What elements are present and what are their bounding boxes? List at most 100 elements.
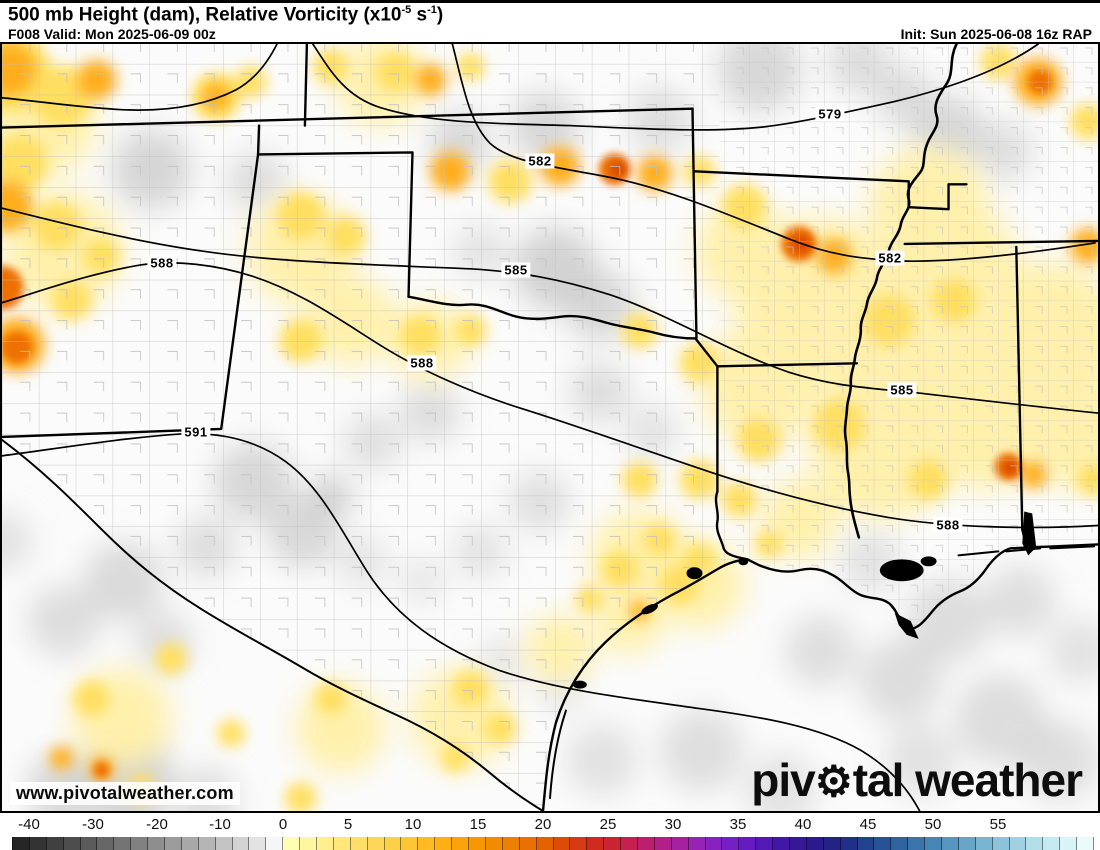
contour-value-label: 585 [887,382,917,398]
colorbar-tick-label: 10 [404,816,422,833]
colorbar-cell [46,837,64,850]
colorbar-cell [367,837,385,850]
colorbar-cell [958,837,976,850]
contour-value-label: 582 [875,250,905,266]
colorbar-cell [621,837,638,850]
colorbar-cell [840,837,858,850]
colorbar-cell [452,837,470,850]
colorbar-cell [722,837,740,850]
red-river [407,295,697,340]
mobile-bay [1022,511,1037,556]
map-header: 500 mb Height (dam), Relative Vorticity … [0,3,1100,42]
barrier-islands [549,545,1096,800]
colorbar-cell [604,837,622,850]
colorbar-cell [756,837,774,850]
colorbar-cell [300,837,318,850]
colorbar-cell [739,837,757,850]
map-svg [2,44,1098,811]
colorbar-cell [671,837,689,850]
border-tx-panhandle [256,151,414,298]
colorbar-cell [148,837,166,850]
colorbar-cell [232,837,250,850]
colorbar-cell [553,837,571,850]
sabine-river [714,490,749,561]
lake-pontchartrain [879,559,924,582]
colorbar: -40 -30 -20 -10 0 5 10 15 20 25 30 35 40 45 50 55 [0,813,1100,850]
colorbar-tick-label: 0 [278,816,288,833]
colorbar-tick-label: -20 [146,816,168,833]
valid-time-label: F008 Valid: Mon 2025-06-09 00z [8,26,216,42]
border-tennessee-mississippi [903,239,1098,246]
gear-icon: ⚙ [814,758,853,805]
colorbar-tick-label: 45 [859,816,877,833]
watermark-url: www.pivotalweather.com [10,782,240,805]
border-ok-panhandle-west [256,124,261,156]
colorbar-cell [925,837,942,850]
contour-value-label: 585 [501,262,531,278]
colorbar-tick-label: 15 [469,816,487,833]
colorbar-cell [519,837,537,850]
colorbar-cell [975,837,993,850]
colorbar-cell [992,837,1010,850]
coastline [541,543,1098,811]
colorbar-cell [688,837,706,850]
colorbar-cell [773,837,790,850]
colorbar-cell [654,837,672,850]
contour-585 [2,207,1098,414]
colorbar-cell [350,837,368,850]
map-canvas[interactable]: 588 591 582 585 588 579 582 585 588 www.pivotalw… [0,42,1100,813]
colorbar-cell [536,837,554,850]
contour-upper-left [2,44,278,111]
colorbar-tick-label: 30 [664,816,682,833]
galveston-bay [686,567,703,580]
colorbar-cell [29,837,47,850]
contour-value-label: 588 [933,517,963,533]
contour-value-label: 591 [181,424,211,440]
colorbar-cell [317,837,334,850]
mississippi-river [843,44,958,539]
sabine-lake [738,557,749,566]
colorbar-cell [384,837,402,850]
colorbar-cell [587,837,605,850]
colorbar-tick-label: 25 [599,816,617,833]
colorbar-tick-label: -10 [209,816,231,833]
colorbar-cell [266,837,284,850]
colorbar-cell [485,837,503,850]
border-arkansas-louisiana [716,362,859,368]
colorbar-cell [789,837,807,850]
colorbar-cell [570,837,588,850]
colorbar-cell [637,837,655,850]
colorbar-cells [12,837,1094,850]
corpus-christi-bay [572,680,587,689]
page-title: 500 mb Height (dam), Relative Vorticity … [8,4,444,26]
colorbar-tick-label: -40 [18,816,40,833]
state-borders [2,44,1098,811]
colorbar-cell [333,837,351,850]
colorbar-cell [857,837,875,850]
colorbar-cell [469,837,486,850]
colorbar-tick-label: -30 [82,816,104,833]
colorbar-cell [401,837,419,850]
matagorda-bay [641,603,658,615]
rio-grande [2,438,545,811]
contour-value-label: 588 [147,255,177,271]
border-newmexico-texas [2,153,260,439]
colorbar-tick-label: 5 [343,816,353,833]
colorbar-cell [181,837,199,850]
border-colorado-kansas [303,44,309,127]
mississippi-delta [894,613,919,639]
contour-value-label: 579 [815,106,845,122]
bays-and-lakes [572,511,1037,689]
init-time-label: Init: Sun 2025-06-08 16z RAP [900,26,1092,42]
colorbar-cell [1077,837,1094,850]
colorbar-cell [97,837,115,850]
colorbar-cell [1043,837,1061,850]
colorbar-cell [823,837,841,850]
contour-value-label: 582 [525,153,555,169]
colorbar-cell [131,837,149,850]
colorbar-cell [1009,837,1027,850]
colorbar-tick-label: 55 [989,816,1007,833]
colorbar-cell [874,837,892,850]
colorbar-cell [705,837,723,850]
top-border-rule [0,0,1100,3]
